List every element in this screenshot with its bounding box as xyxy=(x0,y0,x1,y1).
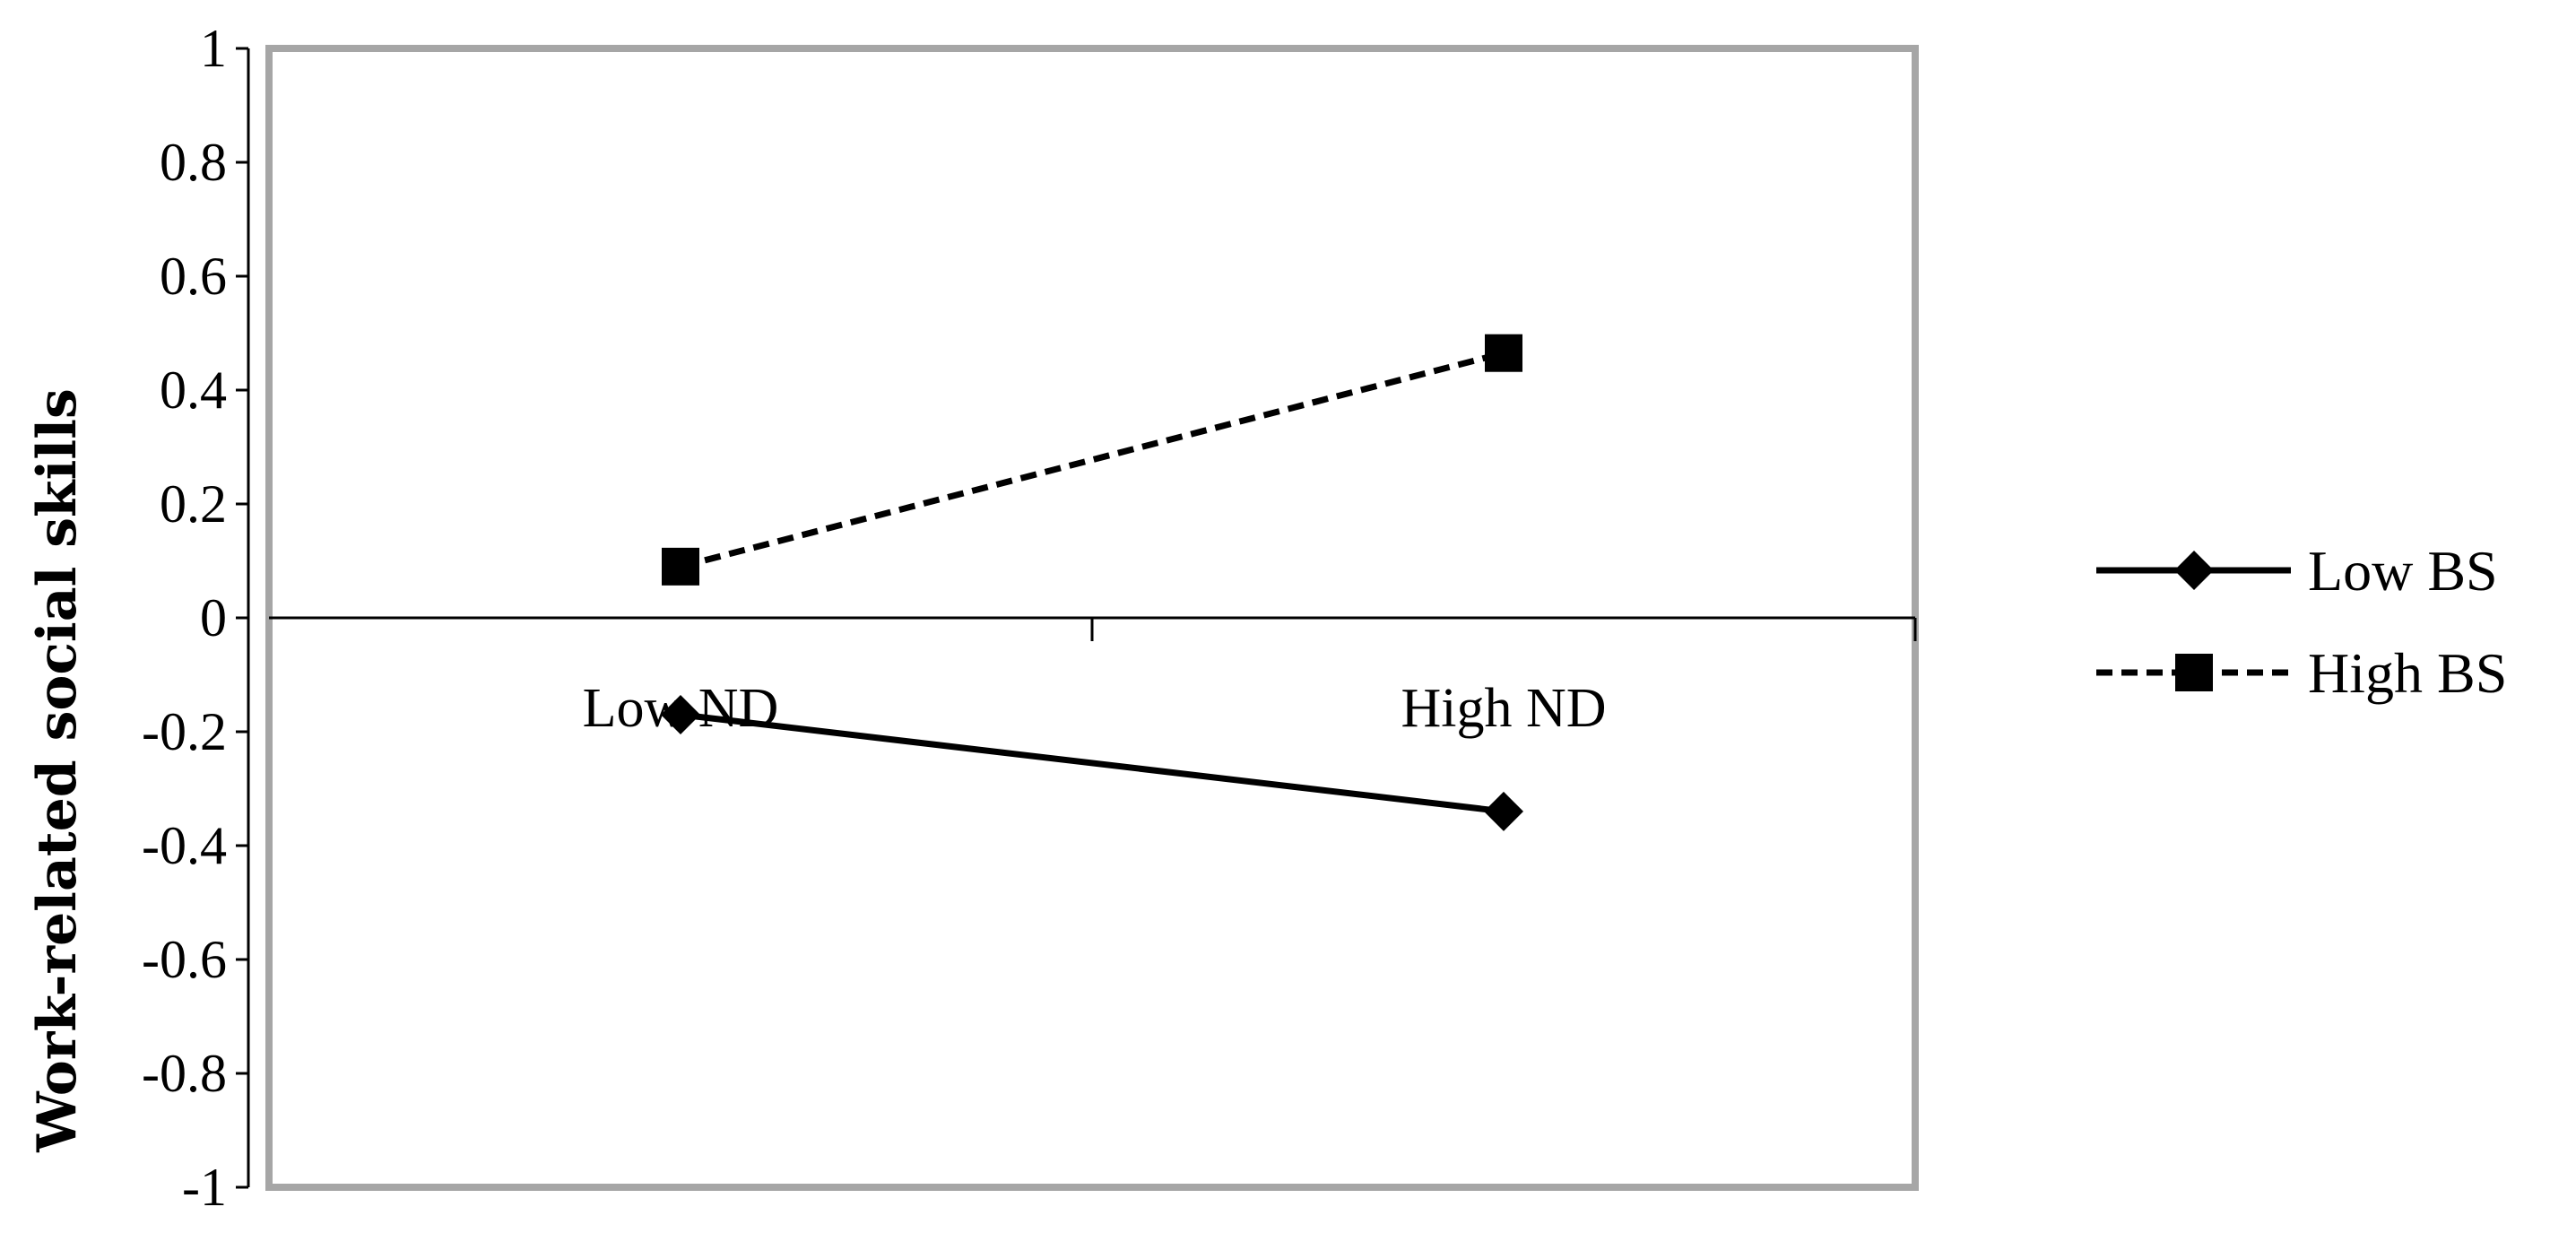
y-tick-label: -1 xyxy=(182,1158,227,1217)
y-tick-label: -0.2 xyxy=(142,702,227,761)
legend-label: Low BS xyxy=(2308,539,2498,603)
y-tick-label: 0.2 xyxy=(160,474,227,534)
y-tick-label: -0.6 xyxy=(142,930,227,989)
y-tick-label: -0.4 xyxy=(142,816,227,875)
legend-marker-diamond xyxy=(2174,551,2214,590)
data-point-diamond xyxy=(661,694,700,734)
x-axis: Low ND High ND xyxy=(269,616,1917,739)
y-tick-label: -0.8 xyxy=(142,1044,227,1103)
legend: Low BS High BS xyxy=(2096,539,2507,705)
series-low-bs xyxy=(661,694,1523,831)
legend-item: High BS xyxy=(2096,641,2507,705)
y-tick-label: 1 xyxy=(200,19,227,78)
y-tick-label: 0.8 xyxy=(160,133,227,192)
legend-item: Low BS xyxy=(2096,539,2498,603)
data-point-diamond xyxy=(1484,791,1523,831)
y-tick-label: 0.4 xyxy=(160,360,227,420)
y-axis: 1 0.8 0.6 0.4 0.2 0 -0.2 -0.4 -0.6 -0.8 -1 xyxy=(142,19,250,1217)
series-high-bs xyxy=(662,334,1522,586)
x-category-label: High ND xyxy=(1401,678,1606,739)
series-layer xyxy=(661,334,1523,831)
series-line xyxy=(680,350,1505,570)
legend-label: High BS xyxy=(2308,641,2507,705)
y-axis-title: Work-related social skills xyxy=(26,388,89,1153)
data-point-square xyxy=(662,547,699,586)
series-line xyxy=(680,711,1505,815)
legend-marker-square xyxy=(2175,654,2213,691)
y-tick-label: 0 xyxy=(200,588,227,647)
y-tick-label: 0.6 xyxy=(160,247,227,306)
data-point-square xyxy=(1485,334,1522,372)
